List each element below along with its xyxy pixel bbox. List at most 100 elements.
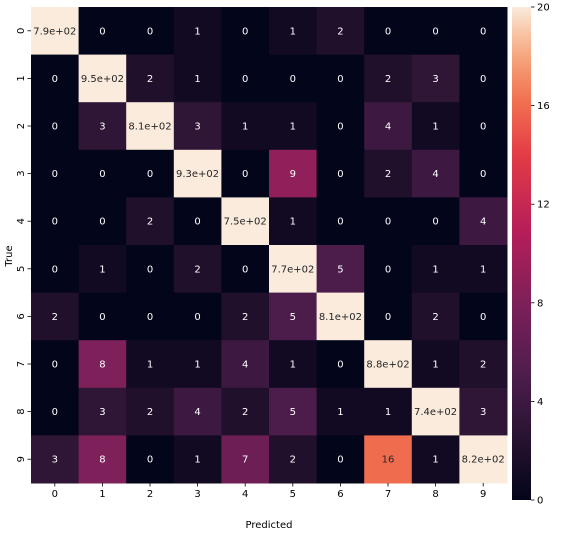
cell-annotation: 2 <box>385 169 391 180</box>
heatmap-cell <box>364 387 413 436</box>
heatmap-cell <box>126 197 175 246</box>
x-tick-label: 0 <box>52 489 58 500</box>
cell-annotation: 16 <box>382 455 395 466</box>
heatmap-cell <box>411 340 460 389</box>
cell-annotation: 9.3e+02 <box>176 169 219 180</box>
heatmap-cell <box>411 54 460 103</box>
cell-annotation: 2 <box>242 407 248 418</box>
cell-annotation: 3 <box>480 407 486 418</box>
cell-annotation: 8 <box>99 360 105 371</box>
heatmap-cell <box>316 54 365 103</box>
heatmap-cell <box>411 7 460 56</box>
heatmap-cell <box>78 7 127 56</box>
cell-annotation: 0 <box>480 122 486 133</box>
cell-annotation: 2 <box>480 360 486 371</box>
cell-annotation: 1 <box>290 26 296 37</box>
cell-annotation: 0 <box>432 217 438 228</box>
colorbar <box>512 7 531 500</box>
heatmap-cell <box>364 245 413 294</box>
heatmap-cell <box>173 292 222 341</box>
cell-annotation: 1 <box>290 360 296 371</box>
cell-annotation: 0 <box>480 26 486 37</box>
heatmap-cell <box>269 102 318 151</box>
heatmap-cell <box>126 292 175 341</box>
heatmap-cell <box>411 245 460 294</box>
cell-annotation: 3 <box>99 122 105 133</box>
heatmap-cell <box>316 102 365 151</box>
cell-annotation: 1 <box>242 122 248 133</box>
heatmap-cell <box>316 387 365 436</box>
cell-annotation: 0 <box>52 264 58 275</box>
cell-annotation: 5 <box>337 264 343 275</box>
cell-annotation: 1 <box>194 360 200 371</box>
x-tick-label: 9 <box>480 489 486 500</box>
heatmap-cells <box>31 7 508 484</box>
heatmap-cell <box>126 340 175 389</box>
x-tick-label: 5 <box>290 489 296 500</box>
heatmap-cell <box>269 245 318 294</box>
heatmap-cell <box>78 102 127 151</box>
cell-annotation: 1 <box>432 360 438 371</box>
cell-annotation: 0 <box>337 360 343 371</box>
heatmap-cell <box>31 387 80 436</box>
cell-annotation: 1 <box>99 264 105 275</box>
heatmap-cell <box>459 102 508 151</box>
heatmap-cell <box>364 54 413 103</box>
cell-annotation: 5 <box>290 312 296 323</box>
cell-annotation: 7.4e+02 <box>414 407 457 418</box>
cell-annotation: 2 <box>52 312 58 323</box>
heatmap-cell <box>459 340 508 389</box>
cell-annotation: 2 <box>290 455 296 466</box>
heatmap-cell <box>459 54 508 103</box>
heatmap-cell <box>269 197 318 246</box>
colorbar-tick-label: 4 <box>537 397 543 408</box>
heatmap-cell <box>78 54 127 103</box>
colorbar-tick-label: 12 <box>537 200 550 211</box>
heatmap-cell <box>364 435 413 484</box>
heatmap-cell <box>126 435 175 484</box>
cell-annotation: 3 <box>99 407 105 418</box>
y-tick-label: 8 <box>16 408 27 414</box>
heatmap-cell <box>221 7 270 56</box>
colorbar-tick-label: 8 <box>537 298 543 309</box>
cell-annotation: 0 <box>432 26 438 37</box>
cell-annotation: 9 <box>290 169 296 180</box>
cell-annotation: 2 <box>147 407 153 418</box>
heatmap-cell <box>31 340 80 389</box>
cell-annotation: 0 <box>147 169 153 180</box>
cell-annotation: 3 <box>194 122 200 133</box>
heatmap-cell <box>316 292 365 341</box>
y-tick-label: 6 <box>16 313 27 319</box>
heatmap-cell <box>221 102 270 151</box>
heatmap-cell <box>364 149 413 198</box>
heatmap-annotations: 7.9e+02 0 0 1 0 1 2 0 0 0 0 9.5e+02 2 1 0 0 0 2 3 0 0 3 8.1e+0… <box>33 26 505 465</box>
cell-annotation: 3 <box>52 455 58 466</box>
cell-annotation: 4 <box>432 169 438 180</box>
heatmap-cell <box>173 340 222 389</box>
cell-annotation: 0 <box>147 312 153 323</box>
heatmap-cell <box>459 149 508 198</box>
cell-annotation: 0 <box>147 264 153 275</box>
cell-annotation: 7.9e+02 <box>33 26 76 37</box>
cell-annotation: 0 <box>52 407 58 418</box>
cell-annotation: 0 <box>242 74 248 85</box>
heatmap-cell <box>221 245 270 294</box>
cell-annotation: 0 <box>480 74 486 85</box>
cell-annotation: 0 <box>52 169 58 180</box>
heatmap-cell <box>411 102 460 151</box>
cell-annotation: 8 <box>99 455 105 466</box>
cell-annotation: 0 <box>99 26 105 37</box>
cell-annotation: 7.5e+02 <box>224 217 267 228</box>
heatmap-cell <box>316 149 365 198</box>
heatmap-cell <box>78 245 127 294</box>
heatmap-cell <box>31 197 80 246</box>
heatmap-cell <box>126 7 175 56</box>
heatmap-cell <box>269 54 318 103</box>
heatmap-cell <box>221 197 270 246</box>
heatmap-cell <box>411 197 460 246</box>
heatmap-cell <box>31 102 80 151</box>
y-tick-label: 1 <box>16 75 27 81</box>
heatmap-cell <box>31 292 80 341</box>
cell-annotation: 0 <box>52 360 58 371</box>
cell-annotation: 0 <box>337 74 343 85</box>
